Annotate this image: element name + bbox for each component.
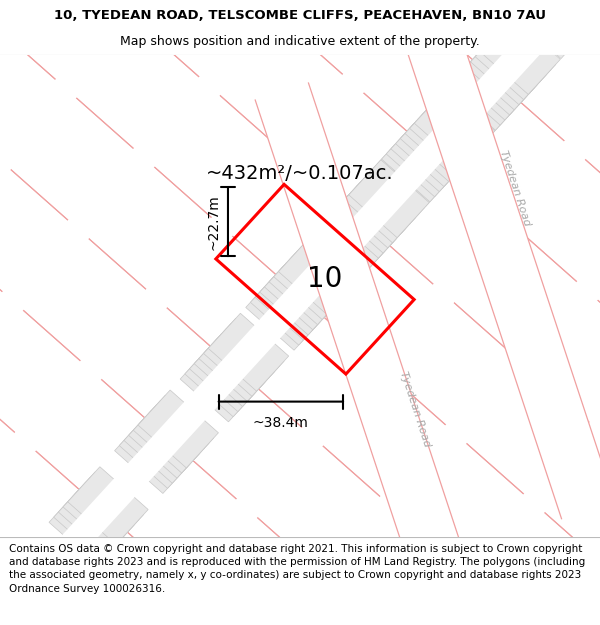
- Text: ~22.7m: ~22.7m: [207, 194, 221, 249]
- Polygon shape: [391, 114, 472, 192]
- Polygon shape: [0, 0, 455, 496]
- Polygon shape: [386, 119, 467, 197]
- Polygon shape: [0, 0, 533, 565]
- Polygon shape: [208, 313, 289, 391]
- Polygon shape: [0, 620, 8, 625]
- Text: Tyedean Road: Tyedean Road: [398, 370, 432, 448]
- Polygon shape: [58, 477, 139, 555]
- Polygon shape: [475, 22, 556, 99]
- Polygon shape: [325, 186, 406, 263]
- Polygon shape: [0, 544, 78, 621]
- Polygon shape: [138, 390, 218, 468]
- Polygon shape: [0, 0, 377, 427]
- Polygon shape: [265, 252, 345, 330]
- Polygon shape: [278, 236, 359, 314]
- Polygon shape: [199, 324, 280, 401]
- Polygon shape: [133, 395, 214, 473]
- Polygon shape: [480, 17, 560, 94]
- Polygon shape: [119, 411, 200, 488]
- Text: Map shows position and indicative extent of the property.: Map shows position and indicative extent…: [120, 35, 480, 48]
- Polygon shape: [466, 32, 547, 110]
- Polygon shape: [250, 268, 331, 345]
- Polygon shape: [442, 58, 523, 136]
- Polygon shape: [522, 0, 600, 48]
- Polygon shape: [274, 242, 354, 319]
- Polygon shape: [320, 191, 401, 268]
- Polygon shape: [517, 0, 598, 54]
- Polygon shape: [0, 0, 221, 289]
- Polygon shape: [395, 109, 476, 186]
- Polygon shape: [255, 262, 335, 340]
- Polygon shape: [0, 559, 64, 625]
- Polygon shape: [536, 0, 600, 33]
- Polygon shape: [447, 52, 527, 130]
- Polygon shape: [452, 48, 532, 125]
- Polygon shape: [513, 0, 593, 59]
- Polygon shape: [0, 0, 299, 357]
- Polygon shape: [246, 272, 326, 350]
- Text: Tyedean Road: Tyedean Road: [498, 149, 532, 227]
- Polygon shape: [223, 165, 600, 625]
- Polygon shape: [128, 400, 209, 478]
- Text: ~38.4m: ~38.4m: [253, 416, 309, 430]
- Text: Contains OS data © Crown copyright and database right 2021. This information is : Contains OS data © Crown copyright and d…: [9, 544, 585, 594]
- Polygon shape: [145, 96, 600, 625]
- Polygon shape: [316, 196, 397, 274]
- Polygon shape: [410, 93, 490, 171]
- Polygon shape: [330, 180, 410, 258]
- Polygon shape: [545, 0, 600, 22]
- Polygon shape: [67, 27, 600, 625]
- Polygon shape: [260, 257, 340, 335]
- Polygon shape: [49, 488, 130, 565]
- Polygon shape: [349, 160, 429, 238]
- Polygon shape: [344, 165, 425, 242]
- Polygon shape: [532, 0, 600, 38]
- Text: ~432m²/~0.107ac.: ~432m²/~0.107ac.: [206, 164, 394, 182]
- Polygon shape: [345, 0, 600, 519]
- Polygon shape: [0, 549, 73, 625]
- Polygon shape: [461, 37, 542, 115]
- Polygon shape: [115, 416, 195, 494]
- Polygon shape: [541, 0, 600, 28]
- Polygon shape: [124, 406, 205, 483]
- Polygon shape: [415, 88, 495, 166]
- Polygon shape: [470, 27, 551, 104]
- Polygon shape: [335, 175, 415, 253]
- Polygon shape: [63, 472, 143, 550]
- Polygon shape: [255, 83, 525, 625]
- Polygon shape: [203, 318, 284, 396]
- Polygon shape: [190, 334, 270, 412]
- Polygon shape: [53, 482, 134, 560]
- Polygon shape: [269, 247, 350, 324]
- Polygon shape: [194, 329, 275, 406]
- Polygon shape: [185, 339, 265, 417]
- Polygon shape: [457, 42, 537, 120]
- Text: 10: 10: [307, 265, 343, 293]
- Polygon shape: [400, 104, 481, 181]
- Polygon shape: [68, 467, 148, 544]
- Text: 10, TYEDEAN ROAD, TELSCOMBE CLIFFS, PEACEHAVEN, BN10 7AU: 10, TYEDEAN ROAD, TELSCOMBE CLIFFS, PEAC…: [54, 9, 546, 22]
- Polygon shape: [180, 344, 260, 422]
- Polygon shape: [311, 201, 392, 279]
- Polygon shape: [377, 129, 457, 207]
- Polygon shape: [0, 554, 68, 625]
- Polygon shape: [527, 0, 600, 43]
- Polygon shape: [340, 170, 420, 248]
- Polygon shape: [301, 234, 600, 625]
- Polygon shape: [405, 98, 485, 176]
- Polygon shape: [0, 0, 143, 219]
- Polygon shape: [382, 124, 462, 202]
